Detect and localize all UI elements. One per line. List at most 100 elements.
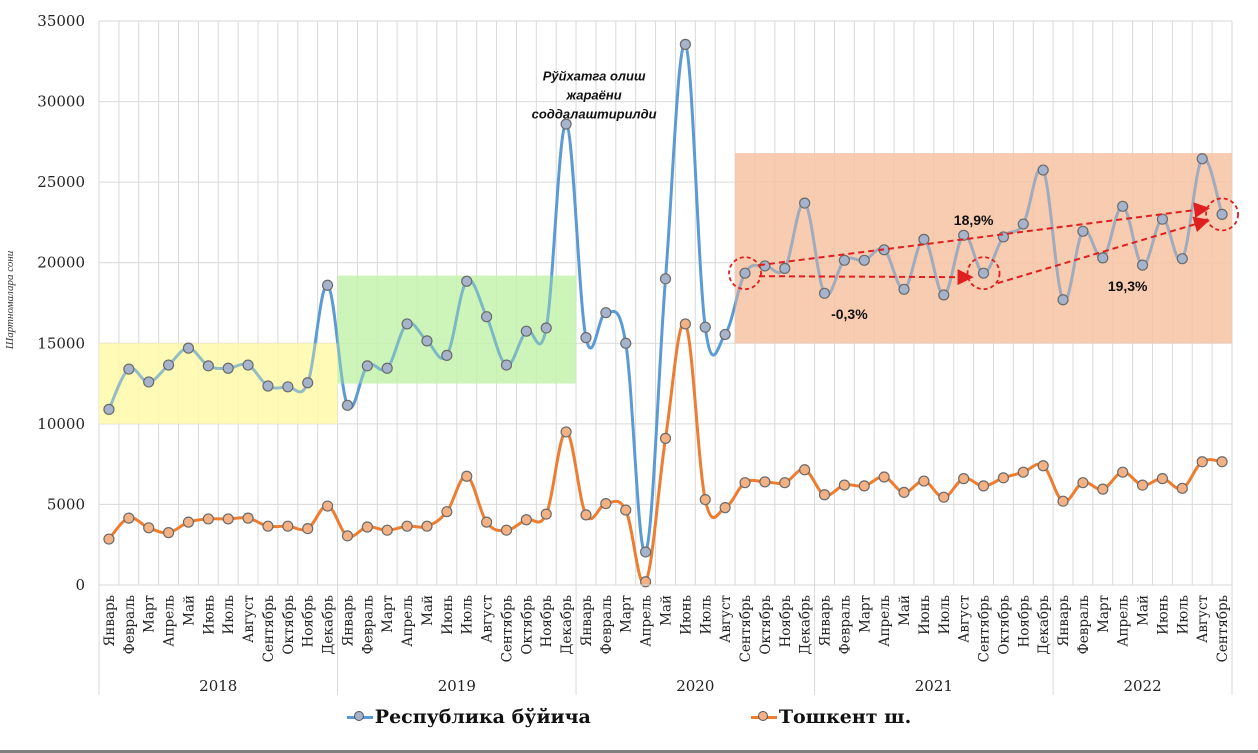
data-point <box>938 491 950 503</box>
data-point <box>898 486 910 498</box>
trend-arrow <box>758 202 1211 267</box>
data-point <box>1216 456 1228 468</box>
data-point <box>1017 466 1029 478</box>
data-point <box>540 322 552 334</box>
trend-arrow <box>759 269 974 286</box>
data-point <box>461 470 473 482</box>
annotation-text: соддалаштирилди <box>532 107 657 122</box>
x-tick-label: Февраль <box>122 595 138 654</box>
data-point <box>580 332 592 344</box>
x-tick-label: Март <box>857 595 873 633</box>
annotation-text: жараёни <box>566 88 622 103</box>
x-tick-label: Май <box>897 595 913 626</box>
data-point <box>1117 200 1129 212</box>
data-point <box>640 546 652 558</box>
x-tick-label: Июль <box>1175 595 1191 634</box>
data-point <box>520 325 532 337</box>
data-point <box>143 376 155 388</box>
data-point <box>481 311 493 323</box>
trend-label: 19,3% <box>1108 278 1148 294</box>
x-tick-label: Июль <box>221 595 237 634</box>
annotations: Рўйхатга олиш жараёни соддалаштирилди -0,3%… <box>532 69 1239 322</box>
data-point <box>262 520 274 532</box>
x-tick-label: Январь <box>818 595 834 647</box>
data-point <box>977 267 990 279</box>
data-point <box>1077 225 1089 237</box>
data-point <box>620 337 632 349</box>
legend-item-tashkent[interactable]: Тошкент ш. <box>750 706 911 728</box>
highlight-band <box>735 153 1232 344</box>
x-tick-label: Октябрь <box>519 595 535 655</box>
x-tick-label: Март <box>619 595 635 633</box>
legend-marker-icon <box>346 710 373 724</box>
highlight-circle <box>728 256 762 291</box>
data-point <box>818 287 831 299</box>
data-point <box>719 328 731 341</box>
annotation-text: Рўйхатга олиш <box>543 69 646 84</box>
x-tick-label: Август <box>241 595 257 643</box>
x-tick-label: Июль <box>937 595 953 634</box>
data-point <box>938 289 950 301</box>
data-point <box>580 509 592 521</box>
legend-label: Республика бўйича <box>374 706 591 728</box>
data-point <box>759 260 771 272</box>
data-point <box>222 513 234 525</box>
band-tint <box>337 275 577 384</box>
x-tick-label: Декабрь <box>559 595 575 655</box>
data-point <box>1156 473 1169 485</box>
highlight-band <box>99 343 338 424</box>
x-tick-label: Июнь <box>917 595 933 635</box>
data-point <box>1097 252 1109 264</box>
x-tick-label: Май <box>659 595 675 626</box>
data-point <box>182 342 195 354</box>
data-point <box>500 359 513 371</box>
highlight-bands <box>99 153 1232 424</box>
data-point <box>799 197 811 209</box>
x-tick-label: Март <box>1096 595 1112 633</box>
data-point <box>540 508 552 520</box>
x-tick-label: Август <box>1195 595 1211 643</box>
x-tick-label: Июль <box>460 595 476 634</box>
y-tick-label: 5000 <box>47 495 85 513</box>
bottom-divider <box>0 750 1258 753</box>
x-tick-label: Сентябрь <box>977 595 993 662</box>
x-tick-label: Январь <box>340 595 356 647</box>
data-point <box>302 522 314 535</box>
x-tick-label: Август <box>718 595 734 643</box>
data-point <box>242 359 254 371</box>
data-point <box>958 229 970 241</box>
data-point <box>699 321 711 333</box>
data-point <box>143 522 155 534</box>
data-point <box>699 493 711 506</box>
data-point <box>918 233 930 245</box>
year-label: 2018 <box>199 677 237 695</box>
y-tick-label: 10000 <box>37 415 85 433</box>
data-point <box>878 471 890 483</box>
data-point <box>1176 253 1188 265</box>
y-tick-label: 30000 <box>37 93 85 111</box>
data-point <box>341 399 354 411</box>
data-point <box>1057 495 1069 507</box>
data-point <box>1057 294 1069 306</box>
legend-item-republic[interactable]: Республика бўйича <box>346 706 591 728</box>
data-point <box>560 118 572 130</box>
x-tick-label: Август <box>480 595 496 643</box>
x-tick-label: Июнь <box>1155 595 1171 635</box>
x-tick-label: Январь <box>579 595 595 647</box>
data-point <box>1097 483 1109 495</box>
data-point <box>481 516 493 528</box>
x-tick-label: Декабрь <box>1036 595 1052 655</box>
data-point <box>1077 477 1089 489</box>
y-axis-label: Шартномалара сони <box>4 250 16 350</box>
band-tint <box>735 153 1232 344</box>
data-point <box>182 516 195 528</box>
x-tick-label: Ноябрь <box>539 595 555 648</box>
data-point <box>103 533 115 545</box>
data-point <box>600 307 612 319</box>
data-point <box>818 489 831 501</box>
y-tick-label: 15000 <box>37 334 85 352</box>
trend-label: 18,9% <box>954 212 994 228</box>
x-tick-label: Февраль <box>837 595 853 654</box>
data-point <box>679 318 691 330</box>
